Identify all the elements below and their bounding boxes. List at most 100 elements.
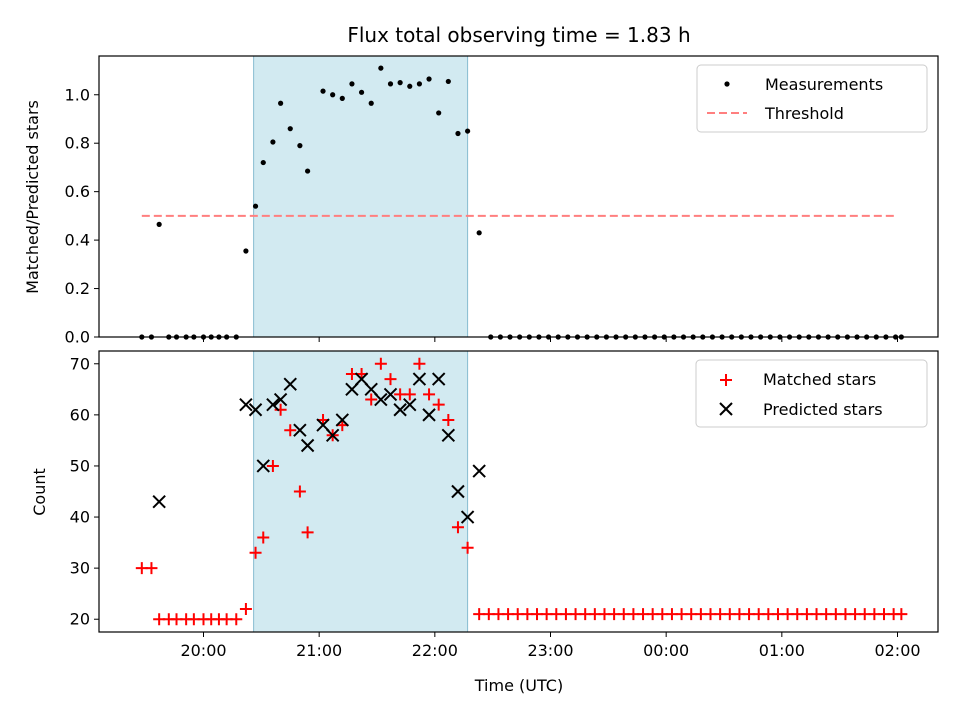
predicted-star-point	[283, 377, 297, 391]
measurement-point	[358, 89, 365, 95]
top-axes-frame	[98, 55, 939, 338]
x-tick-label: 22:00	[412, 641, 458, 660]
y-tick-label: 40	[70, 508, 90, 527]
matched-star-point	[423, 388, 436, 401]
legend-predicted-label: Predicted stars	[763, 400, 883, 419]
matched-star-point	[266, 459, 279, 472]
predicted-star-point	[422, 408, 436, 422]
y-tick-label: 0.4	[65, 231, 90, 250]
measurement-point	[305, 168, 311, 174]
matched-star-point	[432, 398, 445, 411]
measurement-point	[426, 76, 432, 82]
predicted-star-point	[256, 459, 270, 473]
y-tick-label: 0.6	[65, 182, 90, 201]
predicted-star-point	[472, 464, 486, 478]
measurement-point	[465, 128, 471, 134]
measurement-point	[330, 92, 336, 98]
measurement-point	[243, 248, 249, 254]
predicted-star-point	[325, 428, 340, 443]
predicted-star-point	[266, 397, 280, 412]
bottom-legend: Matched stars Predicted stars	[695, 359, 928, 428]
matched-star-point	[257, 531, 270, 544]
matched-star-point	[451, 521, 464, 534]
predicted-star-point	[335, 413, 350, 427]
measurement-point	[297, 143, 303, 149]
matched-star-point	[145, 562, 158, 575]
top-panel: 0.0 0.2 0.4 0.6 0.8 1.0 Matched/Predicted sta…	[23, 55, 939, 347]
x-tick-label: 20:00	[180, 641, 226, 660]
x-tick-label: 00:00	[643, 641, 689, 660]
matched-star-point	[249, 546, 262, 559]
predicted-star-point	[383, 387, 398, 402]
measurement-point	[455, 130, 461, 137]
y-tick-label: 70	[70, 354, 90, 373]
top-y-axis-label: Matched/Predicted stars	[23, 100, 42, 294]
legend-measurements-label: Measurements	[765, 75, 883, 94]
predicted-star-point	[403, 397, 417, 412]
measurement-point	[476, 230, 482, 236]
y-tick-label: 30	[70, 559, 90, 578]
bottom-axes-frame	[98, 350, 939, 633]
predicted-star-point	[300, 438, 315, 453]
measurement-point	[397, 80, 403, 86]
matched-star-point	[293, 485, 306, 498]
matched-star-point	[413, 357, 426, 370]
predicted-star-point	[441, 428, 456, 443]
y-tick-label: 0.2	[65, 279, 90, 298]
matched-star-point	[239, 603, 252, 616]
legend-matched-label: Matched stars	[763, 370, 876, 389]
bottom-x-axis: 20:00 21:00 22:00 23:00 00:00 01:00 02:00	[180, 632, 921, 660]
predicted-star-point	[374, 392, 388, 407]
measurement-point	[378, 65, 384, 71]
measurement-point	[436, 110, 442, 116]
measurement-point	[270, 139, 276, 145]
predicted-star-point	[293, 423, 307, 437]
bottom-y-axis-label: Count	[30, 468, 49, 516]
bottom-plot-area	[135, 357, 908, 626]
x-tick-label: 01:00	[759, 641, 805, 660]
legend-threshold-label: Threshold	[764, 104, 844, 123]
x-axis-label: Time (UTC)	[474, 676, 563, 695]
chart-title: Flux total observing time = 1.83 h	[347, 23, 690, 47]
measurement-point	[278, 100, 284, 106]
y-tick-label: 50	[70, 456, 90, 475]
legend-matched-marker	[720, 374, 732, 386]
predicted-star-point	[239, 397, 253, 412]
predicted-star-point	[393, 403, 407, 417]
y-tick-label: 0.8	[65, 134, 90, 153]
legend-predicted-marker	[719, 402, 733, 416]
bottom-y-axis: 20 30 40 50 60 70	[70, 354, 99, 629]
measurement-point	[320, 88, 326, 94]
measurement-point	[387, 81, 394, 87]
matched-star-point	[374, 357, 387, 370]
matched-star-point	[403, 388, 416, 401]
measurement-point	[407, 83, 413, 89]
predicted-star-point	[152, 495, 166, 509]
measurement-point	[349, 81, 355, 87]
measurement-point	[445, 78, 451, 85]
matched-star-point	[384, 373, 397, 386]
measurement-point	[252, 203, 259, 209]
legend-measurements-marker	[724, 81, 730, 87]
top-plot-area	[139, 65, 904, 340]
measurement-point	[260, 159, 266, 166]
x-tick-label: 02:00	[874, 641, 920, 660]
top-y-axis: 0.0 0.2 0.4 0.6 0.8 1.0	[65, 85, 99, 347]
y-tick-label: 60	[70, 405, 90, 424]
top-legend: Measurements Threshold	[696, 64, 928, 133]
matched-star-point	[442, 413, 455, 426]
predicted-star-point	[273, 392, 288, 407]
matched-star-point	[230, 613, 243, 626]
measurement-point	[339, 95, 345, 101]
predicted-star-point	[460, 510, 475, 524]
matched-star-point	[284, 424, 297, 437]
measurement-point	[156, 221, 162, 227]
observing-span-bottom	[253, 350, 469, 633]
predicted-star-point	[451, 484, 465, 499]
observing-span-top	[253, 55, 469, 338]
y-tick-label: 20	[70, 610, 90, 629]
predicted-star-point	[412, 372, 427, 386]
bottom-panel: 20 30 40 50 60 70 20:00 21:00 22:00 23:00 00:00 01…	[30, 350, 939, 695]
y-tick-label: 1.0	[65, 85, 90, 104]
